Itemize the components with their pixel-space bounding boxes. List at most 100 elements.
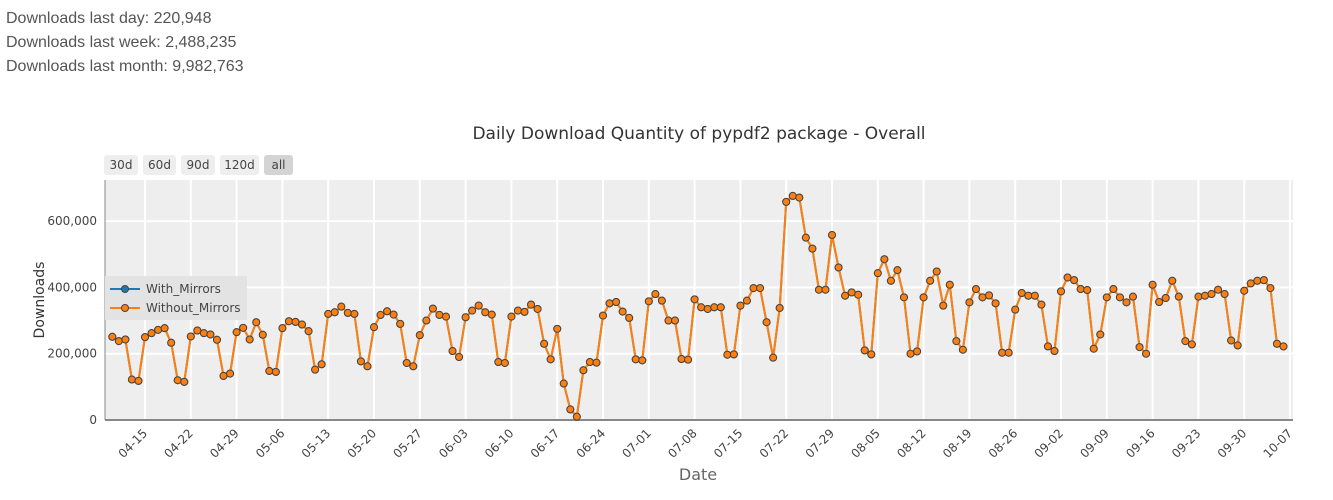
data-point[interactable] (566, 405, 575, 414)
data-point[interactable] (965, 298, 974, 307)
data-point[interactable] (527, 300, 536, 309)
data-point[interactable] (847, 288, 856, 297)
data-point[interactable] (631, 355, 640, 364)
data-point[interactable] (324, 309, 333, 318)
data-point[interactable] (422, 316, 431, 325)
data-point[interactable] (801, 233, 810, 242)
data-point[interactable] (409, 362, 418, 371)
data-point[interactable] (749, 284, 758, 293)
data-point[interactable] (1168, 276, 1177, 285)
data-point[interactable] (370, 323, 379, 332)
data-point[interactable] (193, 326, 202, 335)
data-point[interactable] (396, 319, 405, 328)
data-point[interactable] (455, 353, 464, 362)
data-point[interactable] (1017, 289, 1026, 298)
data-point[interactable] (1148, 280, 1157, 289)
data-point[interactable] (304, 327, 313, 336)
data-point[interactable] (932, 267, 941, 276)
data-point[interactable] (291, 317, 300, 326)
data-point[interactable] (402, 358, 411, 367)
data-point[interactable] (716, 303, 725, 312)
data-point[interactable] (435, 310, 444, 319)
data-point[interactable] (258, 330, 267, 339)
data-point[interactable] (121, 335, 130, 344)
data-point[interactable] (1187, 340, 1196, 349)
data-point[interactable] (723, 350, 732, 359)
data-point[interactable] (232, 328, 241, 337)
data-point[interactable] (684, 355, 693, 364)
data-point[interactable] (978, 293, 987, 302)
data-point[interactable] (284, 317, 293, 326)
data-point[interactable] (991, 299, 1000, 308)
data-point[interactable] (651, 290, 660, 299)
data-point[interactable] (814, 285, 823, 294)
data-point[interactable] (127, 375, 136, 384)
data-point[interactable] (212, 335, 221, 344)
data-point[interactable] (1057, 287, 1066, 296)
data-point[interactable] (828, 231, 837, 240)
data-point[interactable] (1122, 298, 1131, 307)
data-point[interactable] (494, 357, 503, 366)
data-point[interactable] (893, 266, 902, 275)
data-point[interactable] (1109, 285, 1118, 294)
data-point[interactable] (278, 324, 287, 333)
data-point[interactable] (376, 310, 385, 319)
data-point[interactable] (114, 337, 123, 346)
data-point[interactable] (141, 333, 149, 342)
data-point[interactable] (834, 263, 843, 272)
data-point[interactable] (1272, 339, 1281, 348)
data-point[interactable] (899, 293, 908, 302)
data-point[interactable] (1102, 293, 1111, 302)
data-point[interactable] (638, 356, 647, 365)
data-point[interactable] (945, 280, 954, 289)
data-point[interactable] (317, 360, 326, 369)
data-point[interactable] (1200, 291, 1209, 300)
data-point[interactable] (1043, 342, 1052, 351)
data-point[interactable] (854, 290, 863, 299)
data-point[interactable] (1227, 336, 1236, 345)
data-point[interactable] (788, 191, 797, 200)
data-point[interactable] (644, 297, 653, 306)
data-point[interactable] (1076, 285, 1085, 294)
data-point[interactable] (1142, 349, 1151, 358)
data-point[interactable] (742, 296, 751, 305)
data-point[interactable] (697, 303, 706, 312)
data-point[interactable] (1279, 342, 1288, 351)
data-point[interactable] (239, 323, 248, 332)
data-point[interactable] (1030, 291, 1039, 300)
data-point[interactable] (500, 358, 509, 367)
data-point[interactable] (664, 316, 673, 325)
data-point[interactable] (1214, 285, 1223, 294)
data-point[interactable] (1135, 343, 1144, 352)
range-button-60d[interactable]: 60d (143, 155, 176, 175)
data-point[interactable] (599, 311, 608, 320)
data-point[interactable] (756, 284, 765, 293)
data-point[interactable] (108, 332, 117, 341)
data-point[interactable] (886, 276, 895, 285)
data-point[interactable] (559, 379, 568, 388)
data-point[interactable] (612, 297, 621, 306)
data-point[interactable] (1037, 300, 1046, 309)
data-point[interactable] (670, 316, 679, 325)
data-point[interactable] (703, 304, 712, 313)
data-point[interactable] (926, 276, 935, 285)
data-point[interactable] (507, 312, 516, 321)
data-point[interactable] (252, 318, 261, 327)
data-point[interactable] (625, 313, 634, 322)
data-point[interactable] (592, 358, 601, 367)
data-point[interactable] (1050, 347, 1059, 356)
data-point[interactable] (167, 338, 176, 347)
data-point[interactable] (173, 376, 182, 385)
range-button-90d[interactable]: 90d (181, 155, 215, 175)
data-point[interactable] (880, 255, 889, 264)
data-point[interactable] (579, 366, 588, 375)
data-point[interactable] (533, 304, 542, 313)
data-point[interactable] (867, 350, 876, 359)
data-point[interactable] (1194, 292, 1203, 301)
data-point[interactable] (389, 310, 398, 319)
data-point[interactable] (461, 313, 470, 322)
data-point[interactable] (1207, 290, 1216, 299)
data-point[interactable] (350, 309, 359, 318)
data-point[interactable] (1024, 291, 1033, 300)
data-point[interactable] (343, 308, 352, 317)
